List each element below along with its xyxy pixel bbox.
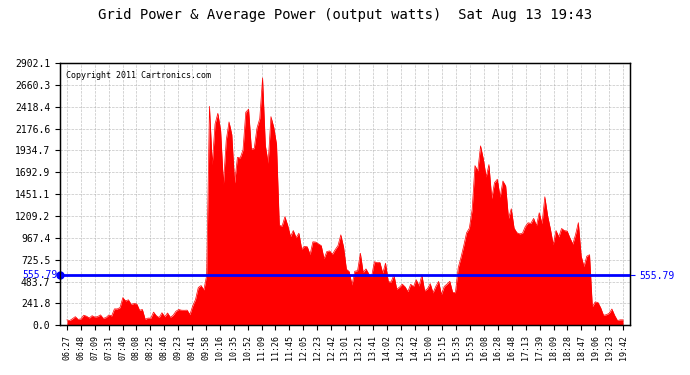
Text: 555.79: 555.79 [22, 270, 57, 280]
Text: Grid Power & Average Power (output watts)  Sat Aug 13 19:43: Grid Power & Average Power (output watts… [98, 8, 592, 21]
Text: Copyright 2011 Cartronics.com: Copyright 2011 Cartronics.com [66, 71, 210, 80]
